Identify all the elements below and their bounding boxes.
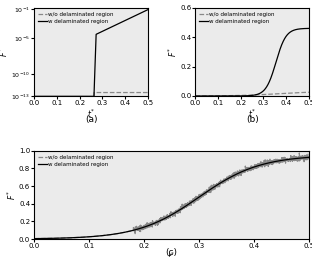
Y-axis label: $F^{*}$: $F^{*}$ — [0, 47, 10, 57]
w delaminated region — [146, 8, 150, 11]
w/o delaminated region — [76, 102, 80, 105]
w delaminated region — [305, 27, 309, 30]
w/o delaminated region — [92, 91, 96, 94]
w/o delaminated region — [80, 236, 84, 239]
w delaminated region — [150, 223, 154, 226]
w/o delaminated region — [52, 102, 56, 105]
w/o delaminated region — [138, 228, 141, 231]
w/o delaminated region — [213, 94, 217, 97]
w delaminated region — [272, 160, 276, 163]
Text: (b): (b) — [246, 115, 259, 124]
w delaminated region — [45, 95, 49, 98]
w/o delaminated region — [237, 94, 241, 97]
w/o delaminated region — [45, 102, 49, 105]
Text: (a): (a) — [85, 115, 97, 124]
w delaminated region — [242, 94, 246, 97]
w/o delaminated region — [32, 237, 36, 240]
w/o delaminated region — [293, 91, 296, 94]
w/o delaminated region — [305, 91, 309, 94]
w/o delaminated region — [272, 160, 276, 163]
w delaminated region — [131, 15, 135, 18]
w/o delaminated region — [131, 91, 135, 94]
X-axis label: $t^{*}$: $t^{*}$ — [168, 251, 176, 257]
w delaminated region — [138, 227, 141, 230]
w/o delaminated region — [307, 91, 311, 94]
w delaminated region — [207, 95, 210, 98]
w/o delaminated region — [150, 223, 154, 226]
Line: w/o delaminated region: w/o delaminated region — [34, 153, 309, 239]
w/o delaminated region — [32, 102, 36, 105]
w delaminated region — [237, 94, 241, 97]
w delaminated region — [144, 9, 147, 12]
w/o delaminated region — [146, 91, 150, 94]
Text: (c): (c) — [166, 248, 178, 257]
X-axis label: $t^{*}$: $t^{*}$ — [248, 107, 256, 120]
Line: w delaminated region: w delaminated region — [195, 29, 309, 96]
Y-axis label: $F^{*}$: $F^{*}$ — [166, 47, 178, 57]
w delaminated region — [307, 156, 311, 159]
w/o delaminated region — [307, 156, 311, 159]
w/o delaminated region — [81, 102, 85, 105]
w delaminated region — [32, 95, 36, 98]
w delaminated region — [81, 95, 85, 98]
w delaminated region — [80, 236, 84, 239]
w delaminated region — [52, 95, 56, 98]
w delaminated region — [64, 236, 67, 240]
w/o delaminated region — [193, 94, 197, 97]
w/o delaminated region — [207, 94, 210, 97]
w delaminated region — [193, 95, 197, 98]
w delaminated region — [293, 29, 296, 32]
w/o delaminated region — [144, 91, 148, 94]
Legend: w/o delaminated region, w delaminated region: w/o delaminated region, w delaminated re… — [198, 11, 276, 25]
w delaminated region — [32, 237, 36, 240]
Legend: w/o delaminated region, w delaminated region: w/o delaminated region, w delaminated re… — [37, 153, 115, 169]
Y-axis label: $F^{*}$: $F^{*}$ — [5, 190, 17, 200]
w/o delaminated region — [64, 236, 67, 240]
w delaminated region — [213, 95, 217, 98]
Line: w delaminated region: w delaminated region — [34, 10, 148, 96]
Line: w/o delaminated region: w/o delaminated region — [34, 93, 148, 103]
X-axis label: $t^{*}$: $t^{*}$ — [87, 107, 95, 120]
w delaminated region — [302, 156, 305, 159]
Legend: w/o delaminated region, w delaminated region: w/o delaminated region, w delaminated re… — [37, 11, 115, 25]
Line: w delaminated region: w delaminated region — [34, 157, 309, 239]
w/o delaminated region — [302, 157, 305, 160]
w/o delaminated region — [297, 151, 301, 154]
Line: w/o delaminated region: w/o delaminated region — [195, 92, 309, 96]
w delaminated region — [307, 27, 311, 30]
w delaminated region — [76, 95, 80, 98]
w/o delaminated region — [242, 94, 246, 97]
